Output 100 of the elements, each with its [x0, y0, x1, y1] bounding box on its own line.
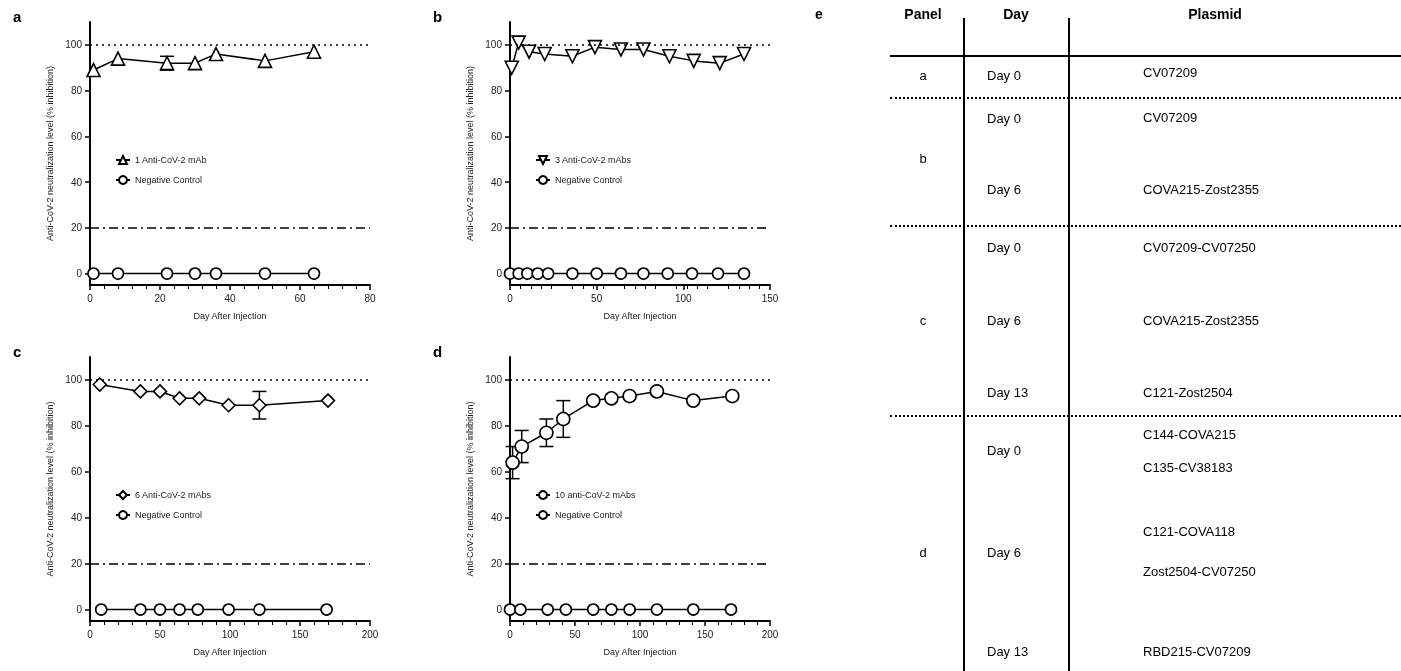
point	[636, 42, 651, 57]
x-axis-title: Day After Injection	[603, 310, 677, 321]
chart-title: c	[13, 343, 22, 360]
text: Day 6	[987, 544, 1021, 560]
x-tick-label: 0	[87, 292, 94, 304]
text: Day 6	[987, 181, 1021, 197]
y-tick-label: 100	[65, 374, 83, 386]
point	[86, 62, 101, 78]
y-tick-label: 40	[70, 176, 83, 188]
y-tick-label: 100	[485, 39, 503, 51]
text: Day 0	[987, 239, 1021, 255]
point	[307, 267, 321, 280]
point	[541, 267, 555, 280]
legend-label: Negative Control	[555, 510, 623, 520]
text: RBD215-CV07209	[1143, 643, 1251, 659]
chart-title: b	[433, 8, 443, 25]
x-tick-label: 150	[696, 628, 714, 640]
point	[687, 603, 700, 616]
point	[503, 603, 517, 616]
point	[613, 42, 629, 57]
point	[191, 391, 207, 406]
point	[253, 603, 266, 616]
x-tick-label: 50	[569, 628, 581, 640]
point	[565, 49, 580, 64]
point	[541, 603, 554, 616]
text: Plasmid	[1188, 6, 1242, 22]
y-axis-title: Anti-CoV-2 neutralization level (% inhibition)	[464, 401, 475, 577]
text: a	[919, 67, 927, 83]
y-axis-title: Anti-CoV-2 neutralization level (% inhibition)	[44, 401, 55, 577]
point	[133, 384, 148, 399]
x-tick-label: 50	[154, 628, 166, 640]
y-tick-label: 40	[70, 512, 83, 524]
point	[320, 603, 333, 616]
point	[586, 603, 600, 616]
point	[686, 53, 702, 69]
point	[173, 603, 186, 616]
point	[172, 391, 187, 406]
text: CV07209	[1143, 64, 1198, 80]
x-tick-label: 100	[221, 628, 239, 640]
point	[737, 267, 751, 280]
point	[221, 397, 236, 413]
text: Day 13	[987, 384, 1029, 400]
x-tick-label: 100	[674, 292, 693, 304]
x-tick-label: 0	[507, 628, 514, 640]
point	[111, 267, 125, 280]
legend-label: Negative Control	[135, 175, 203, 185]
legend-label: 1 Anti-CoV-2 mAb	[135, 155, 207, 165]
x-axis-title: Day After Injection	[603, 646, 677, 657]
point	[623, 603, 636, 616]
point	[724, 603, 738, 616]
text: Day 0	[987, 110, 1021, 126]
y-axis-title: Anti-CoV-2 neutralization level (% inhibition)	[464, 65, 475, 242]
point	[94, 603, 108, 616]
text: Day 0	[987, 67, 1021, 83]
y-tick-label: 0	[76, 268, 83, 280]
x-axis-title: Day After Injection	[193, 646, 267, 657]
point	[514, 439, 529, 454]
text: Day	[1003, 6, 1029, 22]
point	[604, 391, 619, 406]
text: Day 6	[987, 312, 1021, 328]
x-tick-label: 100	[631, 628, 649, 640]
y-tick-label: 80	[490, 85, 503, 97]
point	[134, 603, 147, 616]
point	[614, 267, 628, 280]
point	[258, 267, 272, 280]
y-tick-label: 20	[70, 222, 83, 234]
point	[587, 39, 603, 55]
y-tick-label: 80	[490, 420, 503, 432]
point	[187, 55, 203, 71]
point	[521, 44, 537, 60]
text: Day 13	[987, 643, 1029, 659]
text: Zost2504-CV07250	[1143, 563, 1256, 579]
x-tick-label: 40	[224, 292, 236, 304]
point	[92, 377, 108, 392]
y-tick-label: 40	[490, 176, 503, 188]
point	[649, 384, 665, 399]
point	[222, 603, 235, 616]
point	[605, 603, 618, 616]
point	[188, 267, 202, 280]
legend-label: 3 Anti-CoV-2 mAbs	[555, 155, 632, 165]
point	[110, 51, 126, 66]
text: e	[815, 6, 823, 22]
y-tick-label: 0	[496, 604, 503, 616]
point	[87, 267, 100, 280]
text: C135-CV38183	[1143, 459, 1233, 475]
x-tick-label: 50	[591, 292, 603, 304]
point	[736, 46, 752, 62]
legend-label: Negative Control	[135, 510, 203, 520]
text: c	[919, 312, 927, 328]
y-tick-label: 0	[496, 268, 503, 280]
legend-label: Negative Control	[555, 175, 623, 185]
point	[306, 44, 322, 60]
y-tick-label: 60	[490, 130, 503, 142]
text: CV07209-CV07250	[1143, 239, 1256, 255]
x-tick-label: 60	[294, 292, 306, 304]
y-tick-label: 20	[70, 558, 83, 570]
point	[711, 267, 725, 280]
point	[559, 603, 573, 616]
point	[320, 393, 336, 408]
text: Day 0	[987, 442, 1021, 458]
